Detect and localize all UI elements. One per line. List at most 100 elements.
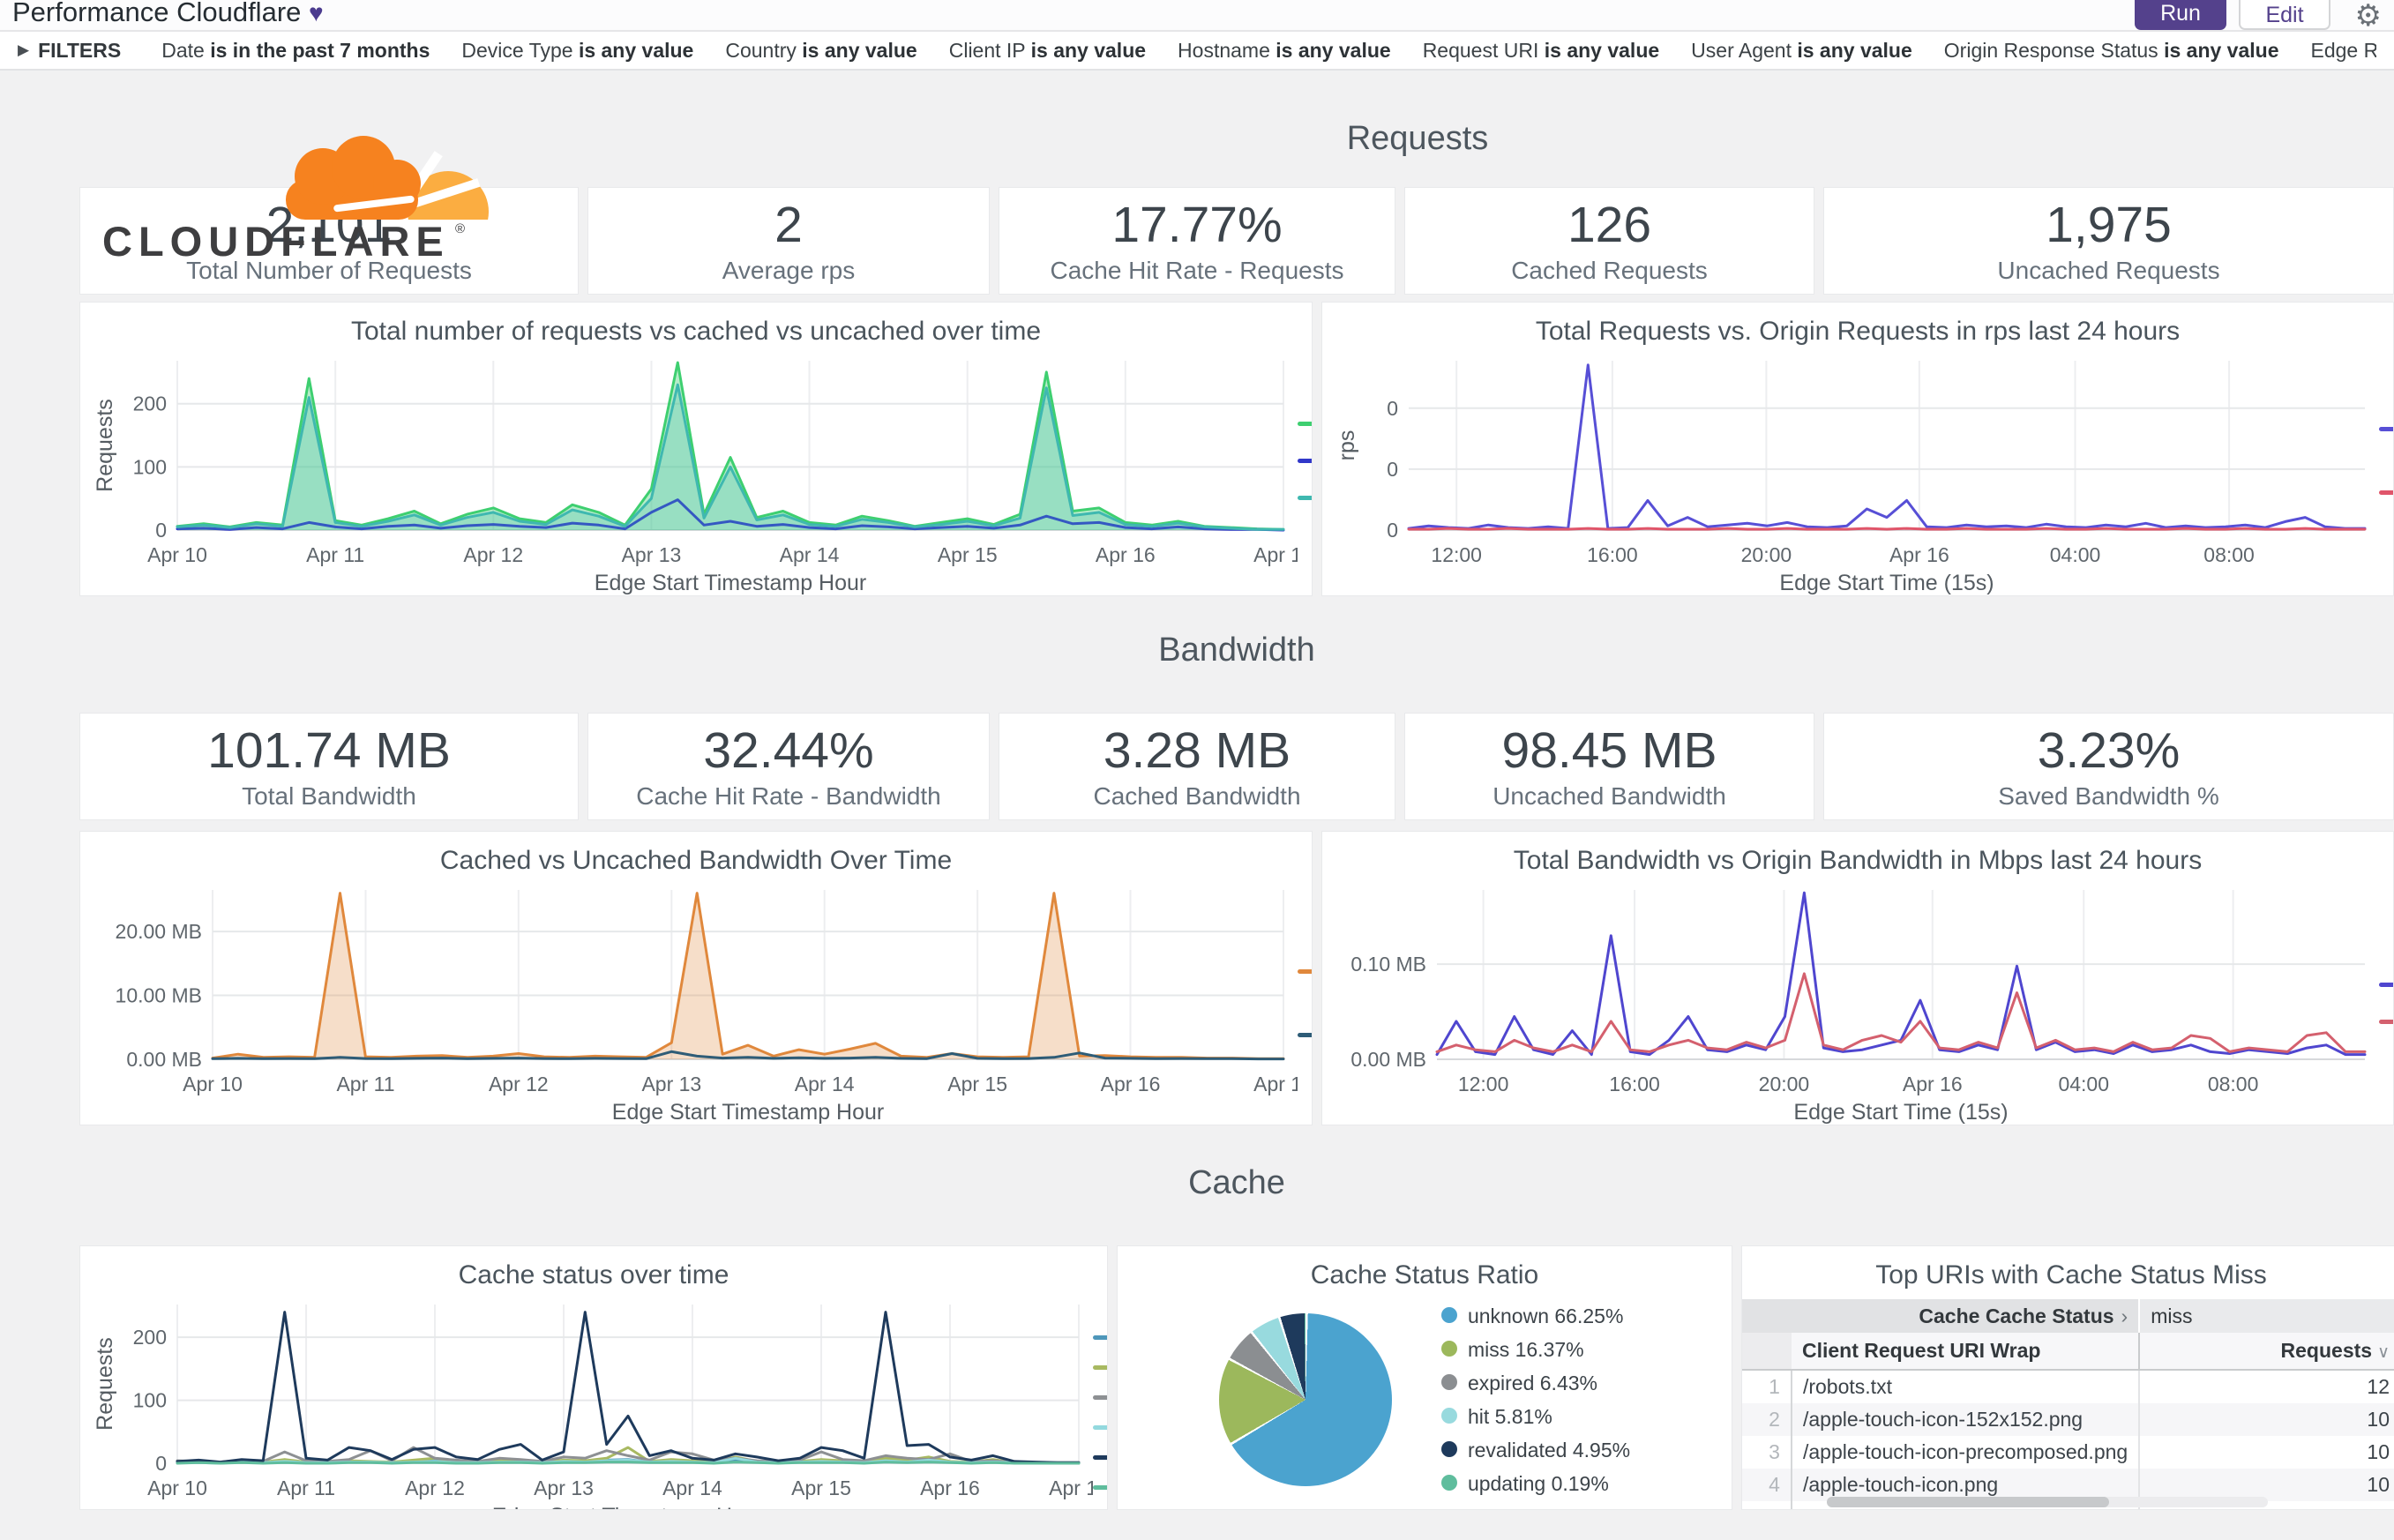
requests-column-header[interactable]: Requests ∨ [2138,1333,2394,1371]
scrollbar-thumb[interactable] [1827,1497,2109,1507]
legend-item-average-origin-bandwidth[interactable]: Average Origin Bandwidth [2379,971,2393,998]
legend-item-uncached-bandwidth[interactable]: Uncached Bandwidth [1298,958,1312,1011]
legend-item-total-requests-in-rps[interactable]: Cloudflare Logs total requests in rps [2379,415,2393,468]
pie-legend-item-expired[interactable]: expired 6.43% [1440,1370,1630,1396]
sort-desc-icon: ∨ [2377,1343,2390,1362]
cloudflare-logo: CLOUDFLARE ® [102,136,489,263]
run-button[interactable]: Run [2135,0,2226,30]
kpi-label: Uncached Bandwidth [1493,782,1726,810]
legend-swatch-icon [1440,1307,1457,1323]
panel-top-uris-miss: Top URIs with Cache Status Miss Cache Ca… [1741,1245,2394,1510]
legend-item-cached-requests[interactable]: Cached requests [1298,447,1312,474]
svg-text:04:00: 04:00 [2058,1073,2109,1095]
filter-field: Request URI [1422,38,1545,62]
pivot-label: Cache Cache Status [1919,1304,2114,1327]
svg-text:20:00: 20:00 [1741,543,1792,566]
filters-toggle[interactable]: ▶ FILTERS [18,39,121,63]
svg-text:Apr 12: Apr 12 [405,1476,465,1499]
filter-origin-response-status[interactable]: Origin Response Status is any value [1944,39,2279,63]
filter-request-uri[interactable]: Request URI is any value [1423,39,1659,63]
pie-legend-item-miss[interactable]: miss 16.37% [1440,1336,1630,1363]
bandwidth-24h-plot[interactable]: 12:00 16:00 20:00 Apr 16 04:00 08:00 0.00 MB 0.… [1331,876,2379,1125]
svg-text:Apr 11: Apr 11 [336,1073,394,1095]
legend-item-updating[interactable]: updating [1093,1474,1107,1500]
filter-user-agent[interactable]: User Agent is any value [1691,39,1912,63]
table-row[interactable]: 1/robots.txt 12 [1742,1370,2394,1403]
table-row[interactable]: 3/apple-touch-icon-precomposed.png 10 [1742,1436,2394,1469]
edit-button[interactable]: Edit [2239,0,2330,30]
pie-legend-item-updating[interactable]: updating 0.19% [1440,1470,1630,1497]
legend-item-origin-requests-in-rps[interactable]: Cloudflare Logs origin requests in rps [2379,479,2393,532]
legend-swatch-icon [1298,1033,1312,1037]
legend-swatch-icon [2379,490,2393,495]
legend-item-revalidated[interactable]: revalidated [1093,1414,1107,1440]
filter-edge-response-status[interactable]: Edge Response Status is any value [2311,39,2377,63]
svg-text:Apr 16: Apr 16 [1101,1073,1161,1095]
requests-over-time-plot[interactable]: Apr 10 Apr 11 Apr 12 Apr 13 Apr 14 Apr 15 Apr … [89,347,1312,595]
filter-condition: is in the past 7 months [210,38,430,62]
svg-text:Apr 13: Apr 13 [641,1073,701,1095]
dashboard-content: CLOUDFLARE ® Requests 2,101 Total Number … [0,120,2394,1510]
legend-label: hit 5.81% [1467,1405,1552,1428]
cache-status-pie[interactable] [1218,1313,1392,1486]
chevron-right-icon: ▶ [18,41,30,58]
svg-text:Apr 10: Apr 10 [147,543,207,566]
cache-status-over-time-svg: Apr 10 Apr 11 Apr 12 Apr 13 Apr 14 Apr 15 Apr … [93,1305,1107,1509]
legend-item-uncached-requests[interactable]: Uncached requests [1298,484,1312,537]
pivot-header-cell[interactable]: Cache Cache Status › [1742,1299,2140,1333]
filter-hostname[interactable]: Hostname is any value [1178,39,1391,63]
svg-text:®: ® [455,221,465,236]
table-row[interactable]: 4/apple-touch-icon.png 10 [1742,1469,2394,1501]
kpi-label: Saved Bandwidth % [1998,782,2219,810]
requests-vs-origin-plot[interactable]: 12:00 16:00 20:00 Apr 16 04:00 08:00 0 0 0 rps Edg… [1331,347,2379,595]
kpi-value: 2 [774,197,803,253]
legend-item-average-total-bandwidth[interactable]: Average Total Bandwidth [2379,1008,2393,1035]
filter-country[interactable]: Country is any value [725,39,916,63]
total-vs-origin-bandwidth-svg: 12:00 16:00 20:00 Apr 16 04:00 08:00 0.00 MB 0.… [1350,890,2367,1125]
legend-item-total-requests[interactable]: Total requests [1298,410,1312,437]
legend-swatch-icon [1298,496,1312,500]
requests-over-time-svg: Apr 10 Apr 11 Apr 12 Apr 13 Apr 14 Apr 15 Apr … [93,361,1312,595]
filter-client-ip[interactable]: Client IP is any value [949,39,1146,63]
filter-condition: is any value [578,38,694,62]
kpi-cached-requests: 126 Cached Requests [1404,187,1814,295]
svg-text:Requests: Requests [93,399,117,492]
svg-text:Apr 15: Apr 15 [791,1476,851,1499]
legend-swatch-icon [1093,1395,1107,1400]
svg-text:Requests: Requests [93,1337,117,1431]
kpi-cache-hit-rate-requests: 17.77% Cache Hit Rate - Requests [999,187,1395,295]
table-row[interactable]: 2/apple-touch-icon-152x152.png 10 [1742,1403,2394,1436]
gear-icon[interactable]: ⚙ [2354,0,2382,32]
kpi-value: 98.45 MB [1501,722,1717,779]
bandwidth-over-time-plot[interactable]: Apr 10 Apr 11 Apr 12 Apr 13 Apr 14 Apr 15 Apr … [89,876,1312,1125]
legend-item-saved-bandwidth[interactable]: Saved Bandwidth [1298,1021,1312,1048]
chart-legend: Average Origin Bandwidth Average Total Ba… [2379,876,2393,1125]
legend-item-miss[interactable]: miss [1093,1384,1107,1410]
uri-column-header[interactable]: Client Request URI Wrap [1791,1333,2140,1371]
svg-text:Apr 14: Apr 14 [795,1073,855,1095]
pie-legend-item-revalidated[interactable]: revalidated 4.95% [1440,1437,1630,1463]
row-number: 5 [1742,1501,1792,1509]
legend-item-unknown[interactable]: unknown [1093,1444,1107,1470]
filter-date[interactable]: Date is in the past 7 months [161,39,430,63]
cache-status-plot[interactable]: Apr 10 Apr 11 Apr 12 Apr 13 Apr 14 Apr 15 Apr … [89,1290,1107,1509]
pie-legend-item-hit[interactable]: hit 5.81% [1440,1403,1630,1430]
kpi-label: Cached Bandwidth [1093,782,1301,810]
requests-cell: 10 [2138,1469,2394,1501]
legend-item-expired[interactable]: expired [1093,1324,1107,1350]
filter-condition: is any value [802,38,917,62]
filter-device-type[interactable]: Device Type is any value [461,39,693,63]
chart-title: Total number of requests vs cached vs un… [350,317,1042,346]
chart-title: Cache status over time [458,1260,729,1290]
svg-text:0: 0 [1387,519,1398,542]
pie-legend-item-unknown[interactable]: unknown 66.25% [1440,1303,1630,1329]
requests-cell: 12 [2138,1370,2394,1403]
panel-cache-status-over-time: Cache status over time Apr 10 Apr 11 Apr 1… [79,1245,1108,1510]
svg-text:04:00: 04:00 [2050,543,2101,566]
legend-item-hit[interactable]: hit [1093,1354,1107,1380]
horizontal-scrollbar[interactable] [1827,1497,2268,1507]
legend-swatch-icon [1093,1335,1107,1340]
svg-text:Apr 14: Apr 14 [780,543,840,566]
svg-text:Apr 12: Apr 12 [463,543,523,566]
pivot-value-cell[interactable]: miss [2138,1299,2394,1333]
